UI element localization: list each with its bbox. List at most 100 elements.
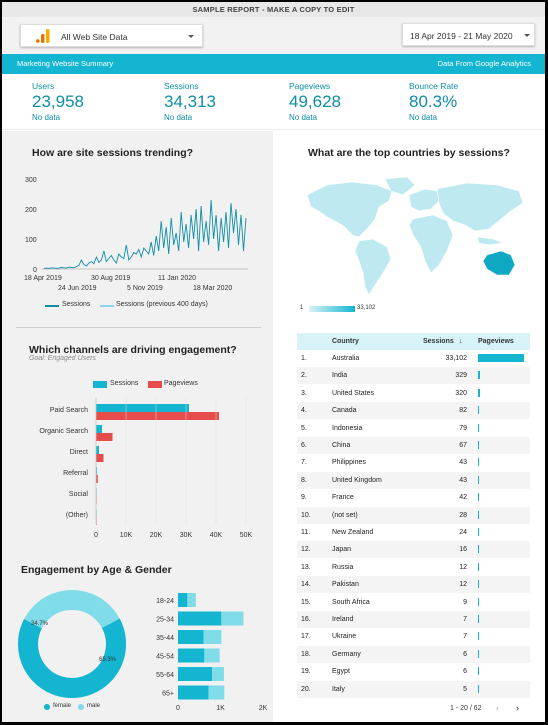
table-row[interactable]: 17. Ukraine 7 [297,628,530,645]
row-index: 1. [301,355,307,362]
x-tick: 0 [176,705,180,712]
row-pageviews-bar [478,493,479,502]
table-row[interactable]: 7. Philippines 43 [297,454,530,471]
table-row[interactable]: 16. Ireland 7 [297,611,530,628]
row-country: France [332,494,354,502]
indonesia-shape [476,236,505,246]
x-tick: 30K [180,532,193,539]
row-country: India [332,372,348,380]
table-row[interactable]: 4. Canada 82 [297,402,530,420]
bar-pageviews [96,517,97,525]
table-row[interactable]: 14. Pakistan 12 [297,576,530,594]
prev-page-icon[interactable]: ‹ [496,703,499,713]
age-label: 25-34 [156,617,174,624]
table-row[interactable]: 20. Italy 5 [297,680,530,698]
kpi-value: 23,958 [32,92,84,111]
channels-subtitle: Goal: Engaged Users [29,355,96,362]
row-sessions: 67 [459,442,467,449]
row-pageviews-bar [478,562,479,571]
table-row[interactable]: 13. Russia 12 [297,559,530,576]
report-title: Marketing Website Summary [17,59,114,68]
table-row[interactable]: 19. Egypt 6 [297,663,530,680]
x-tick: 10K [120,532,133,539]
row-pageviews-bar [478,684,479,693]
row-country: Italy [332,685,345,693]
row-sessions: 12 [459,581,467,589]
donut-label-female: 65.3% [99,657,117,663]
row-country: United States [332,389,375,397]
table-row[interactable]: 6. China 67 [297,437,530,454]
row-index: 12. [301,546,311,554]
row-pageviews-bar [478,528,479,536]
col-country[interactable]: Country [332,338,359,345]
bar-female [178,685,209,700]
kpi-title: Pageviews [289,81,331,91]
col-pageviews[interactable]: Pageviews [478,338,514,345]
row-index: 13. [301,563,311,571]
x-tick: 1K [216,705,225,712]
age-label: 65+ [162,691,174,698]
bar-sessions [96,425,102,433]
pagination-label: 1 - 20 / 62 [450,705,482,712]
row-index: 15. [301,598,311,606]
col-sessions[interactable]: Sessions [423,338,454,345]
asia-shape [436,182,524,232]
row-pageviews-bar [478,475,479,484]
kpi-title: Users [32,81,55,91]
x-tick: 20K [150,532,163,539]
table-row[interactable]: 5. Indonesia 79 [297,420,530,437]
bar-pageviews [96,496,97,504]
row-sessions: 42 [459,494,467,502]
table-row[interactable]: 10. (not set) 28 [297,506,530,524]
datasource-dropdown[interactable]: All Web Site Data [20,24,203,47]
category-label: Organic Search [39,428,88,435]
bar-male [203,630,222,644]
row-pageviews-bar [478,510,479,519]
bar-sessions [96,509,97,517]
divider [16,327,261,328]
data-source-note: Data From Google Analytics [437,59,531,68]
x-tick: 2K [259,705,268,712]
kpi-users: Users 23,958 No data [32,81,84,122]
chevron-down-icon [524,34,530,37]
row-index: 3. [301,389,307,397]
sort-arrow-icon[interactable]: ↓ [459,338,463,345]
row-pageviews-bar [478,597,479,606]
table-row[interactable]: 12. Japan 16 [297,541,530,559]
trend-title: How are site sessions trending? [32,147,194,159]
age-label: 18-24 [156,598,174,605]
table-row[interactable]: 3. United States 320 [297,385,530,402]
table-row[interactable]: 11. New Zealand 24 [297,524,530,541]
table-row[interactable]: 15. South Africa 9 [297,594,530,611]
table-row[interactable]: 1. Australia 33,102 [297,350,530,367]
row-sessions: 7 [463,616,467,623]
date-range-picker[interactable]: 18 Apr 2019 - 21 May 2020 [402,23,535,46]
table-row[interactable]: 18. Germany 6 [297,645,530,663]
table-row[interactable]: 9. France 42 [297,489,530,506]
row-pageviews-bar [478,615,479,623]
row-country: Germany [332,650,361,658]
row-index: 19. [301,668,311,676]
legend-swatch-sessions [45,305,59,307]
row-sessions: 6 [463,650,467,658]
chevron-down-icon [188,35,194,38]
kpi-comparison: No data [32,113,61,122]
age-label: 55-64 [156,672,174,679]
table-row[interactable]: 2. India 329 [297,367,530,385]
kpi-comparison: No data [289,113,318,122]
y-tick: 100 [25,237,37,244]
table-row[interactable]: 8. United Kingdom 43 [297,471,530,489]
category-label: Direct [70,449,88,456]
map-scale-max: 33,102 [357,305,376,311]
row-index: 16. [301,616,311,623]
y-tick: 200 [25,207,37,214]
map-scale-min: 1 [300,305,304,311]
row-sessions: 79 [459,424,467,432]
age-label: 45-54 [156,654,174,661]
next-page-icon[interactable]: › [516,703,519,713]
age-gender-title: Engagement by Age & Gender [21,564,172,576]
bar-female [178,667,212,681]
bar-female [178,630,204,644]
row-pageviews-bar [478,441,479,449]
legend-label: female [53,703,72,709]
